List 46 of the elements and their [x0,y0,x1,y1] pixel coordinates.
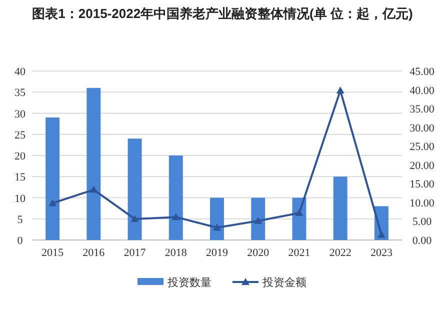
legend-label: 投资金额 [262,276,306,289]
point [172,213,180,220]
point [48,199,57,206]
point [295,208,304,216]
point [377,230,386,238]
bar [251,198,266,240]
bar [86,88,101,240]
y2-tick-label: 0.00 [412,235,432,247]
legend-label: 投资数量 [166,277,212,289]
bar [128,138,142,240]
y-tick-label: 10 [14,192,26,205]
y-tick-label: 15 [14,172,26,184]
y2-tick-label: 20.00 [410,160,435,172]
y-tick-label: 35 [14,87,26,100]
bar [333,176,348,240]
y2-tick-label: 30.00 [410,122,435,134]
x-tick-label: 2022 [329,247,352,259]
chart-title: 图表1：2015-2022年中国养老产业融资整体情况(单 位：起，亿元) [32,6,413,21]
x-tick-label: 2020 [247,247,270,259]
point [254,216,262,224]
y2-tick-label: 25.00 [410,141,435,154]
x-tick-label: 2018 [164,247,188,259]
x-tick-label: 2019 [206,247,228,259]
y-tick-label: 40 [14,66,26,78]
x-tick-label: 2021 [288,247,310,259]
bar [168,156,183,240]
y2-tick-label: 40.00 [410,84,435,97]
y2-tick-label: 5.00 [412,216,432,228]
y-tick-label: 30 [14,108,26,120]
y-tick-label: 20 [14,150,26,162]
point [213,224,221,231]
y-tick-label: 5 [17,214,24,226]
x-tick-label: 2017 [124,247,146,259]
y-tick-label: 0 [17,235,24,247]
y2-tick-label: 15.00 [410,178,435,191]
y-tick-label: 25 [14,129,26,142]
x-tick-label: 2023 [370,247,393,259]
bar [46,117,60,240]
y2-tick-label: 45.00 [410,66,435,78]
point [130,214,139,222]
point [336,86,344,94]
x-tick-label: 2016 [82,247,106,259]
x-tick-label: 2015 [42,247,64,259]
y2-tick-label: 10.00 [410,197,435,210]
y2-tick-label: 35.00 [410,104,435,116]
bar [210,198,224,240]
